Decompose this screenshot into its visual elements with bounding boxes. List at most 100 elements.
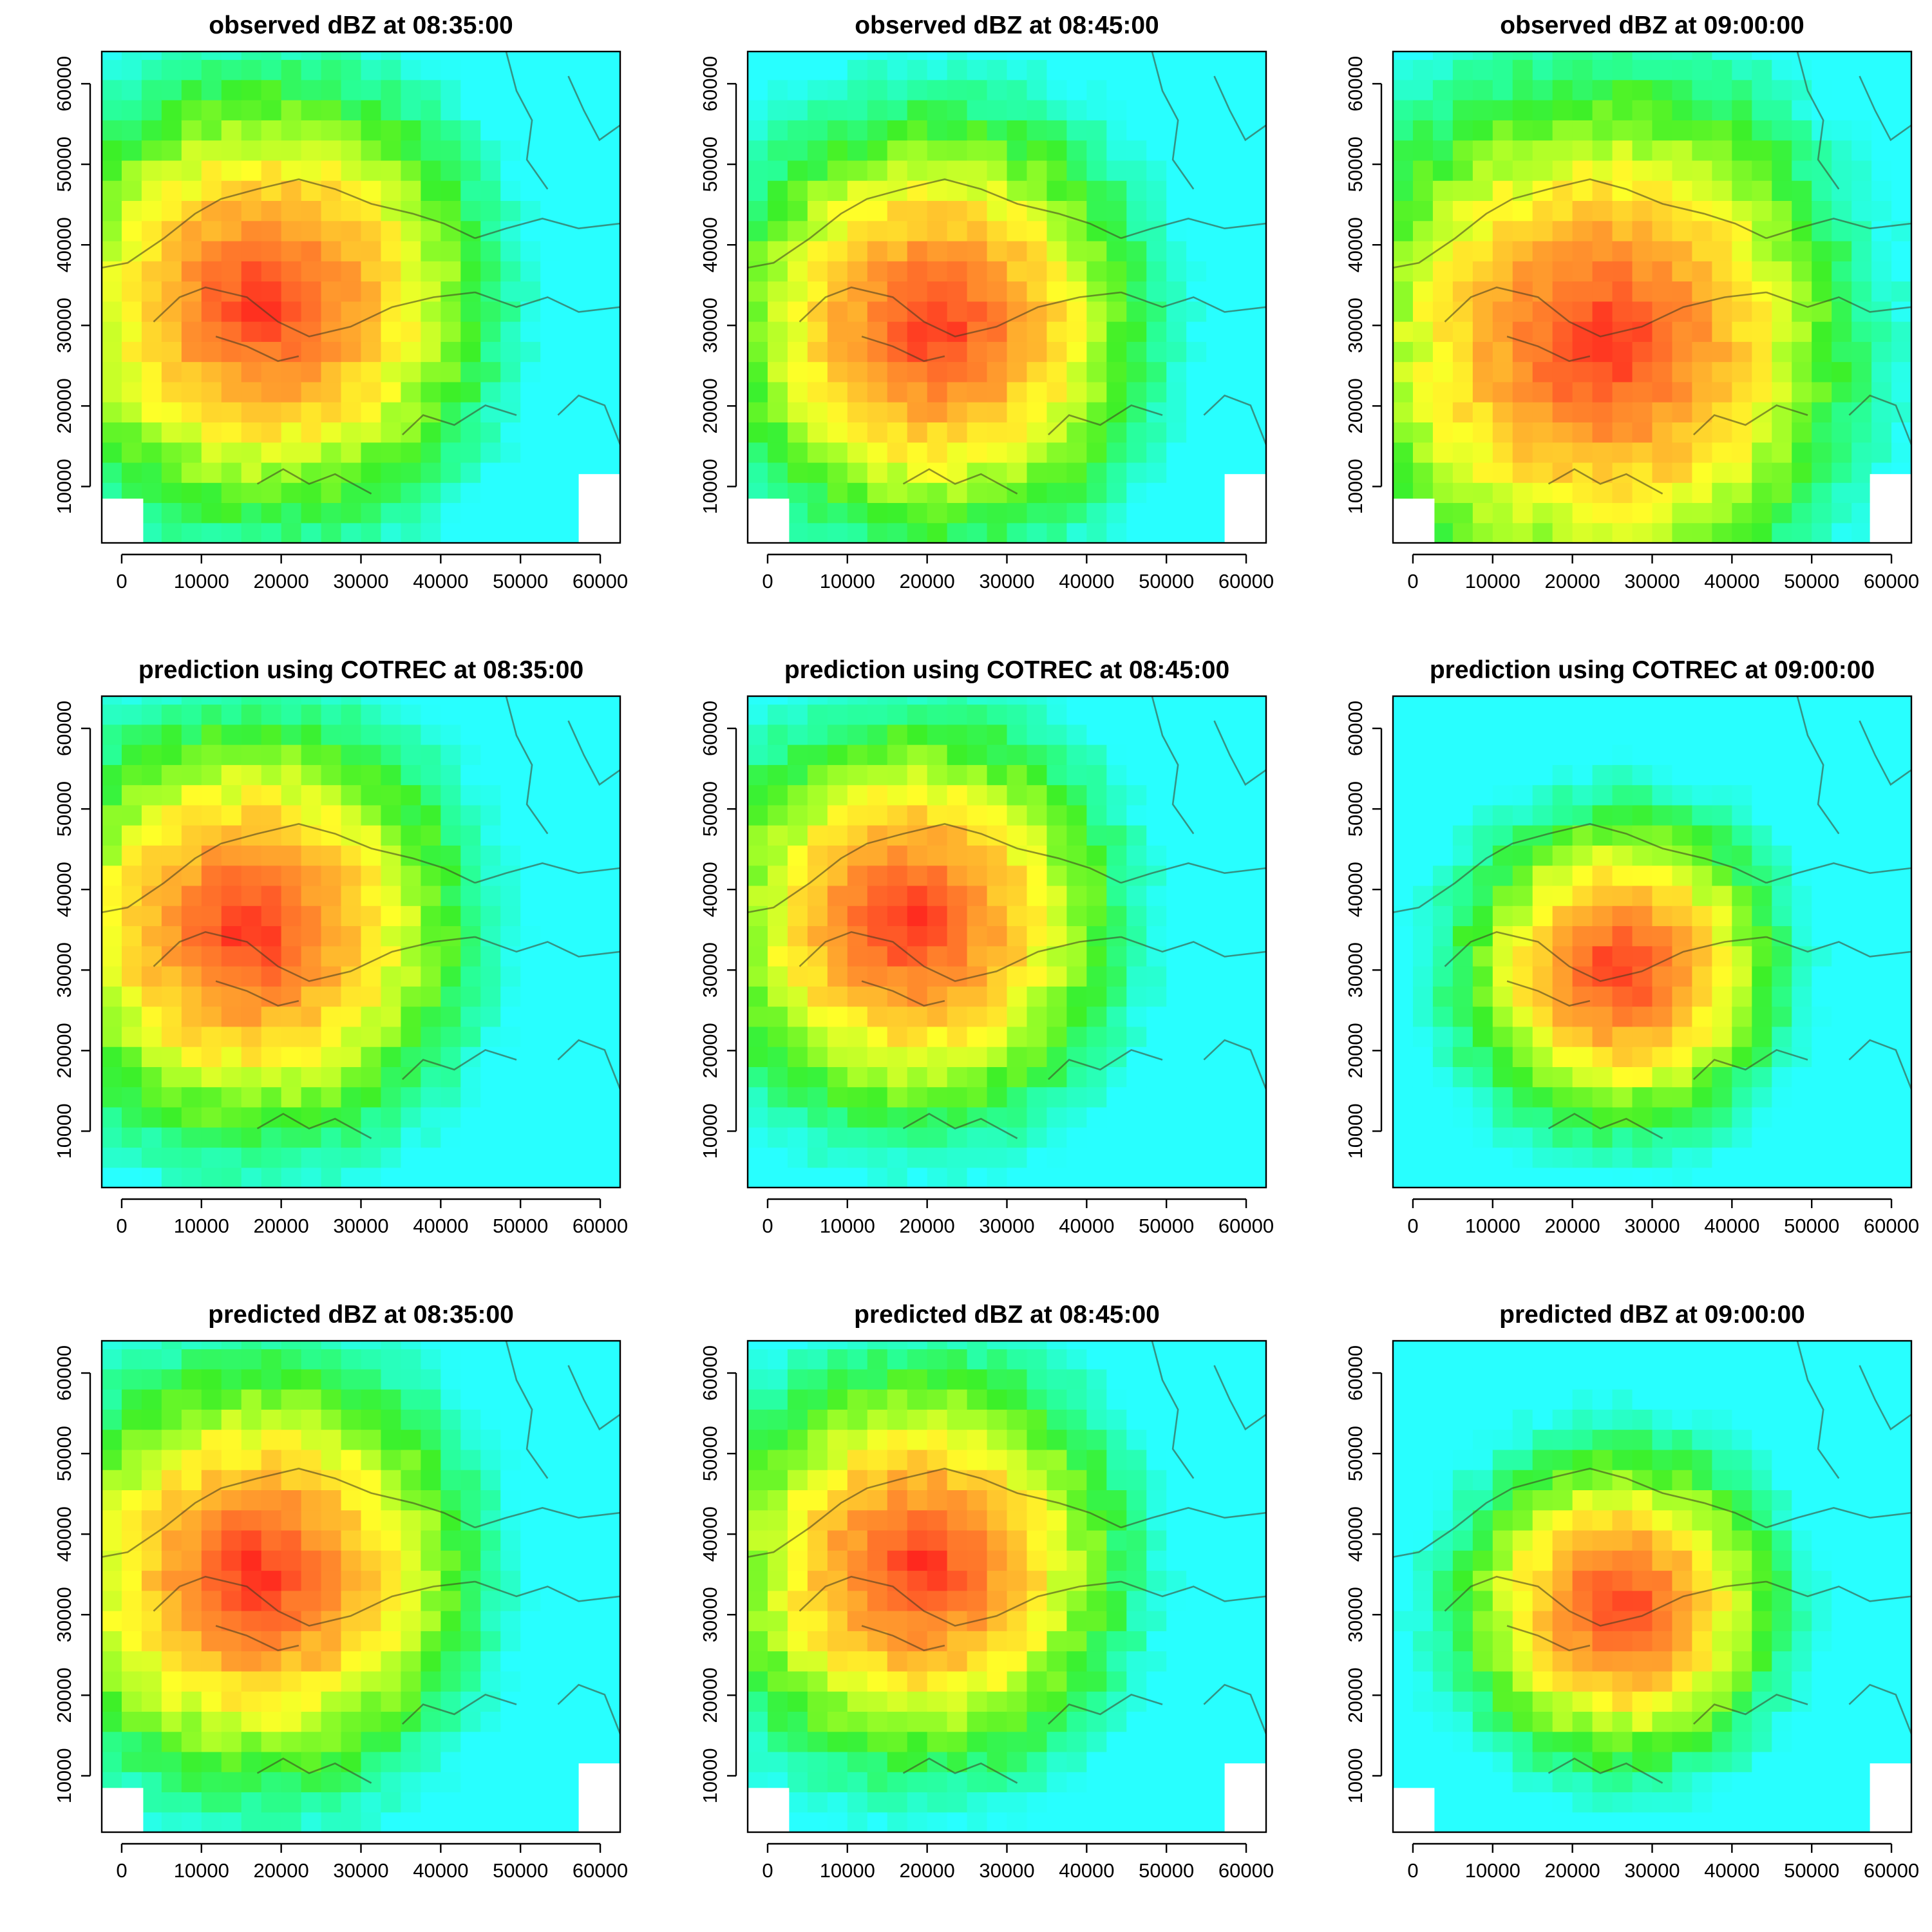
- heatmap-cell: [1472, 885, 1493, 906]
- heatmap-cell: [580, 784, 601, 806]
- heatmap-cell: [847, 1611, 868, 1631]
- heatmap-cell: [460, 1651, 481, 1672]
- heatmap-cell: [381, 59, 402, 80]
- heatmap-cell: [1472, 986, 1493, 1007]
- heatmap-cell: [1066, 140, 1087, 161]
- heatmap-cell: [1472, 52, 1493, 61]
- heatmap-cell: [261, 1389, 282, 1410]
- heatmap-cell: [787, 381, 808, 402]
- heatmap-cell: [1166, 52, 1187, 61]
- heatmap-cell: [421, 945, 441, 967]
- heatmap-cell: [560, 704, 581, 725]
- heatmap-cell: [341, 1631, 362, 1652]
- heatmap-cell: [1572, 402, 1593, 422]
- heatmap-cell: [241, 522, 262, 543]
- heatmap-cell: [301, 1691, 322, 1712]
- heatmap-cell: [281, 1127, 302, 1148]
- heatmap-cell: [520, 696, 541, 705]
- heatmap-cell: [440, 361, 461, 383]
- heatmap-cell: [1792, 422, 1812, 443]
- heatmap-cell: [1166, 79, 1187, 100]
- heatmap-cell: [1712, 240, 1732, 261]
- heatmap-cell: [1891, 925, 1911, 947]
- coastline: [567, 75, 620, 142]
- heatmap-cell: [421, 59, 441, 80]
- heatmap-cell: [580, 160, 601, 181]
- heatmap-cell: [600, 1671, 620, 1692]
- heatmap-cell: [361, 1711, 382, 1732]
- x-tick-label: 30000: [333, 1859, 388, 1882]
- heatmap-cell: [847, 966, 868, 987]
- heatmap-cell: [1572, 845, 1593, 866]
- heatmap-cell: [281, 1711, 302, 1732]
- heatmap-cell: [440, 341, 461, 363]
- heatmap-cell: [907, 321, 928, 342]
- heatmap-cell: [460, 724, 481, 745]
- heatmap-cell: [748, 1671, 768, 1692]
- heatmap-cell: [480, 1066, 501, 1088]
- heatmap-cell: [281, 1731, 302, 1752]
- heatmap-cell: [1412, 885, 1434, 906]
- heatmap-cell: [1126, 1106, 1147, 1128]
- heatmap-cell: [540, 1772, 561, 1793]
- heatmap-cell: [301, 522, 322, 543]
- heatmap-cell: [1852, 140, 1872, 161]
- heatmap-cell: [1532, 865, 1553, 886]
- heatmap-cell: [440, 180, 461, 202]
- x-axis: 0 10000 20000 30000 40000 50000 60000: [762, 1198, 1274, 1237]
- heatmap-cell: [1146, 1147, 1167, 1168]
- heatmap-cell: [261, 1812, 282, 1832]
- heatmap-cell: [967, 79, 988, 100]
- heatmap-cell: [1472, 59, 1493, 80]
- heatmap-cell: [827, 1510, 848, 1531]
- heatmap-cell: [1752, 1147, 1772, 1168]
- heatmap-cell: [321, 240, 342, 261]
- heatmap-cell: [221, 59, 242, 80]
- heatmap-cell: [1652, 885, 1673, 906]
- heatmap-cell: [1652, 442, 1673, 463]
- heatmap-cell: [1027, 261, 1048, 282]
- heatmap-cell: [500, 1409, 521, 1430]
- heatmap-cell: [1692, 724, 1712, 745]
- heatmap-cell: [1812, 462, 1832, 483]
- heatmap-cell: [1612, 784, 1633, 806]
- heatmap-cell: [540, 140, 561, 161]
- heatmap-cell: [1792, 925, 1812, 947]
- heatmap-cell: [341, 100, 362, 120]
- heatmap-cell: [341, 925, 362, 947]
- heatmap-cell: [987, 240, 1008, 261]
- heatmap-cell: [102, 79, 122, 100]
- heatmap-cell: [121, 160, 142, 181]
- heatmap-cell: [1246, 885, 1266, 906]
- heatmap-cell: [807, 1470, 828, 1491]
- heatmap-cell: [1126, 1066, 1147, 1088]
- heatmap-cell: [1206, 52, 1227, 61]
- heatmap-cell: [440, 1046, 461, 1067]
- heatmap-cell: [807, 744, 828, 765]
- heatmap-cell: [1126, 966, 1147, 987]
- heatmap-cell: [847, 1691, 868, 1712]
- heatmap-cell: [927, 79, 948, 100]
- heatmap-cell: [421, 261, 441, 282]
- heatmap-cell: [748, 966, 768, 987]
- heatmap-cell: [1852, 696, 1872, 705]
- heatmap-cell: [301, 724, 322, 745]
- heatmap-cell: [787, 341, 808, 363]
- coastline-overlay: [748, 52, 1266, 495]
- heatmap-cell: [1792, 281, 1812, 302]
- heatmap-cell: [600, 704, 620, 725]
- heatmap-cell: [1832, 200, 1852, 222]
- heatmap-cell: [787, 1389, 808, 1410]
- heatmap-cell: [1492, 764, 1513, 786]
- heatmap-cell: [440, 79, 461, 100]
- heatmap-cell: [281, 1106, 302, 1128]
- heatmap-cell: [421, 724, 441, 745]
- heatmap-cell: [1512, 784, 1533, 806]
- heatmap-cell: [1612, 100, 1633, 120]
- heatmap-cell: [1066, 804, 1087, 826]
- heatmap-cell: [241, 744, 262, 765]
- heatmap-cell: [1891, 704, 1911, 725]
- heatmap-cell: [261, 422, 282, 443]
- heatmap-cell: [1412, 696, 1434, 705]
- heatmap-cell: [787, 442, 808, 463]
